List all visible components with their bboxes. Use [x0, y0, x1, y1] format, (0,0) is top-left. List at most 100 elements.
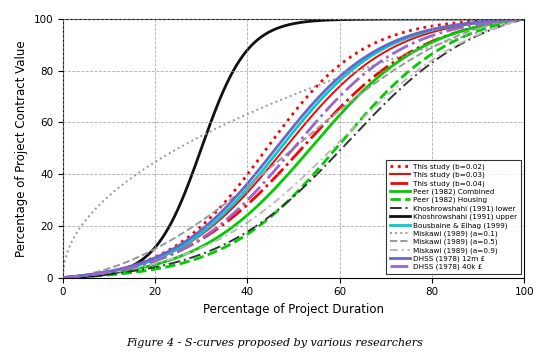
This study (b=0.04) [377, 70, 383, 74]
Miskawi (1989) (a=0.5) [419, 51, 426, 55]
Peer (1982) Combined [377, 74, 383, 78]
This study (b=0.04) [60, 276, 66, 280]
Miskawi (1989) (a=0.1) [419, 47, 426, 51]
This study (b=0.03) [60, 276, 66, 280]
Bousbaine & Elhag (1999) [60, 276, 66, 280]
Line: Miskawi (1989) (a=0.5): Miskawi (1989) (a=0.5) [63, 19, 524, 278]
This study (b=0.02) [419, 26, 426, 30]
Miskawi (1989) (a=0.5) [107, 266, 113, 270]
Peer (1982) Housing [521, 17, 528, 21]
DHSS (1978) 40k £ [263, 178, 270, 182]
Miskawi (1989) (a=0.1) [107, 193, 113, 197]
Miskawi (1989) (a=0.1) [246, 111, 253, 115]
This study (b=0.04) [246, 201, 253, 205]
Khoshrowshahi (1991) upper [60, 276, 66, 280]
This study (b=0.03) [246, 188, 253, 193]
DHSS (1978) 40k £ [521, 17, 528, 21]
Peer (1982) Combined [521, 17, 528, 21]
DHSS (1978) 40k £ [419, 37, 426, 41]
DHSS (1978) 12m £ [521, 17, 528, 21]
Bousbaine & Elhag (1999) [263, 164, 270, 168]
Miskawi (1989) (a=0.5) [521, 17, 528, 21]
Line: Miskawi (1989) (a=0.9): Miskawi (1989) (a=0.9) [63, 19, 524, 278]
Khoshrowshahi (1991) lower [428, 61, 434, 65]
This study (b=0.02) [246, 170, 253, 174]
This study (b=0.02) [107, 269, 113, 274]
Khoshrowshahi (1991) upper [263, 32, 270, 36]
This study (b=0.02) [521, 17, 528, 21]
This study (b=0.03) [107, 270, 113, 274]
Line: DHSS (1978) 12m £: DHSS (1978) 12m £ [63, 19, 524, 278]
DHSS (1978) 12m £ [377, 46, 383, 51]
DHSS (1978) 40k £ [107, 270, 113, 274]
Khoshrowshahi (1991) lower [521, 17, 528, 21]
Khoshrowshahi (1991) lower [419, 68, 426, 72]
Miskawi (1989) (a=0.1) [521, 17, 528, 21]
This study (b=0.02) [428, 24, 434, 29]
Khoshrowshahi (1991) lower [60, 276, 66, 280]
Khoshrowshahi (1991) upper [521, 17, 528, 21]
Line: This study (b=0.03): This study (b=0.03) [63, 19, 524, 278]
DHSS (1978) 40k £ [60, 276, 66, 280]
X-axis label: Percentage of Project Duration: Percentage of Project Duration [203, 303, 384, 316]
DHSS (1978) 40k £ [428, 34, 434, 38]
DHSS (1978) 12m £ [428, 27, 434, 32]
Khoshrowshahi (1991) lower [377, 107, 383, 111]
Bousbaine & Elhag (1999) [377, 49, 383, 53]
This study (b=0.03) [419, 33, 426, 37]
Miskawi (1989) (a=0.5) [428, 46, 434, 50]
Miskawi (1989) (a=0.9) [60, 276, 66, 280]
Miskawi (1989) (a=0.5) [246, 183, 253, 187]
Text: Figure 4 - S-curves proposed by various researchers: Figure 4 - S-curves proposed by various … [126, 339, 423, 348]
DHSS (1978) 12m £ [60, 276, 66, 280]
Miskawi (1989) (a=0.1) [60, 276, 66, 280]
Peer (1982) Combined [60, 276, 66, 280]
Bousbaine & Elhag (1999) [246, 184, 253, 189]
Miskawi (1989) (a=0.9) [521, 17, 528, 21]
Line: DHSS (1978) 40k £: DHSS (1978) 40k £ [63, 19, 524, 278]
This study (b=0.04) [428, 40, 434, 44]
Khoshrowshahi (1991) lower [263, 217, 270, 221]
DHSS (1978) 12m £ [263, 159, 270, 163]
Miskawi (1989) (a=0.5) [377, 78, 383, 82]
Khoshrowshahi (1991) upper [377, 17, 383, 21]
This study (b=0.03) [263, 169, 270, 173]
This study (b=0.02) [263, 147, 270, 151]
This study (b=0.04) [521, 17, 528, 21]
Line: Bousbaine & Elhag (1999): Bousbaine & Elhag (1999) [63, 19, 524, 278]
Line: This study (b=0.02): This study (b=0.02) [63, 19, 524, 278]
DHSS (1978) 40k £ [377, 60, 383, 64]
Peer (1982) Combined [419, 45, 426, 49]
Peer (1982) Housing [428, 52, 434, 57]
Khoshrowshahi (1991) upper [419, 17, 426, 21]
Peer (1982) Housing [377, 97, 383, 101]
Bousbaine & Elhag (1999) [521, 17, 528, 21]
Bousbaine & Elhag (1999) [419, 31, 426, 35]
Miskawi (1989) (a=0.9) [377, 100, 383, 105]
Khoshrowshahi (1991) upper [107, 271, 113, 276]
Line: Khoshrowshahi (1991) lower: Khoshrowshahi (1991) lower [63, 19, 524, 278]
Legend: This study (b=0.02), This study (b=0.03), This study (b=0.04), Peer (1982) Combi: This study (b=0.02), This study (b=0.03)… [386, 160, 520, 274]
Miskawi (1989) (a=0.1) [377, 61, 383, 65]
Khoshrowshahi (1991) upper [428, 17, 434, 21]
Line: This study (b=0.04): This study (b=0.04) [63, 19, 524, 278]
Peer (1982) Housing [263, 219, 270, 223]
DHSS (1978) 12m £ [246, 179, 253, 183]
This study (b=0.03) [521, 17, 528, 21]
Miskawi (1989) (a=0.9) [107, 270, 113, 275]
Y-axis label: Percentage of Project Contract Value: Percentage of Project Contract Value [15, 40, 28, 257]
Miskawi (1989) (a=0.9) [428, 59, 434, 63]
Miskawi (1989) (a=0.1) [263, 104, 270, 108]
This study (b=0.02) [377, 39, 383, 43]
This study (b=0.03) [377, 53, 383, 57]
Miskawi (1989) (a=0.5) [263, 169, 270, 174]
Peer (1982) Combined [246, 211, 253, 215]
Peer (1982) Combined [107, 271, 113, 275]
Line: Khoshrowshahi (1991) upper: Khoshrowshahi (1991) upper [63, 19, 524, 278]
Miskawi (1989) (a=0.5) [60, 276, 66, 280]
Bousbaine & Elhag (1999) [428, 29, 434, 33]
Miskawi (1989) (a=0.1) [428, 44, 434, 49]
Khoshrowshahi (1991) upper [246, 45, 253, 50]
Peer (1982) Housing [107, 273, 113, 277]
This study (b=0.04) [263, 184, 270, 189]
